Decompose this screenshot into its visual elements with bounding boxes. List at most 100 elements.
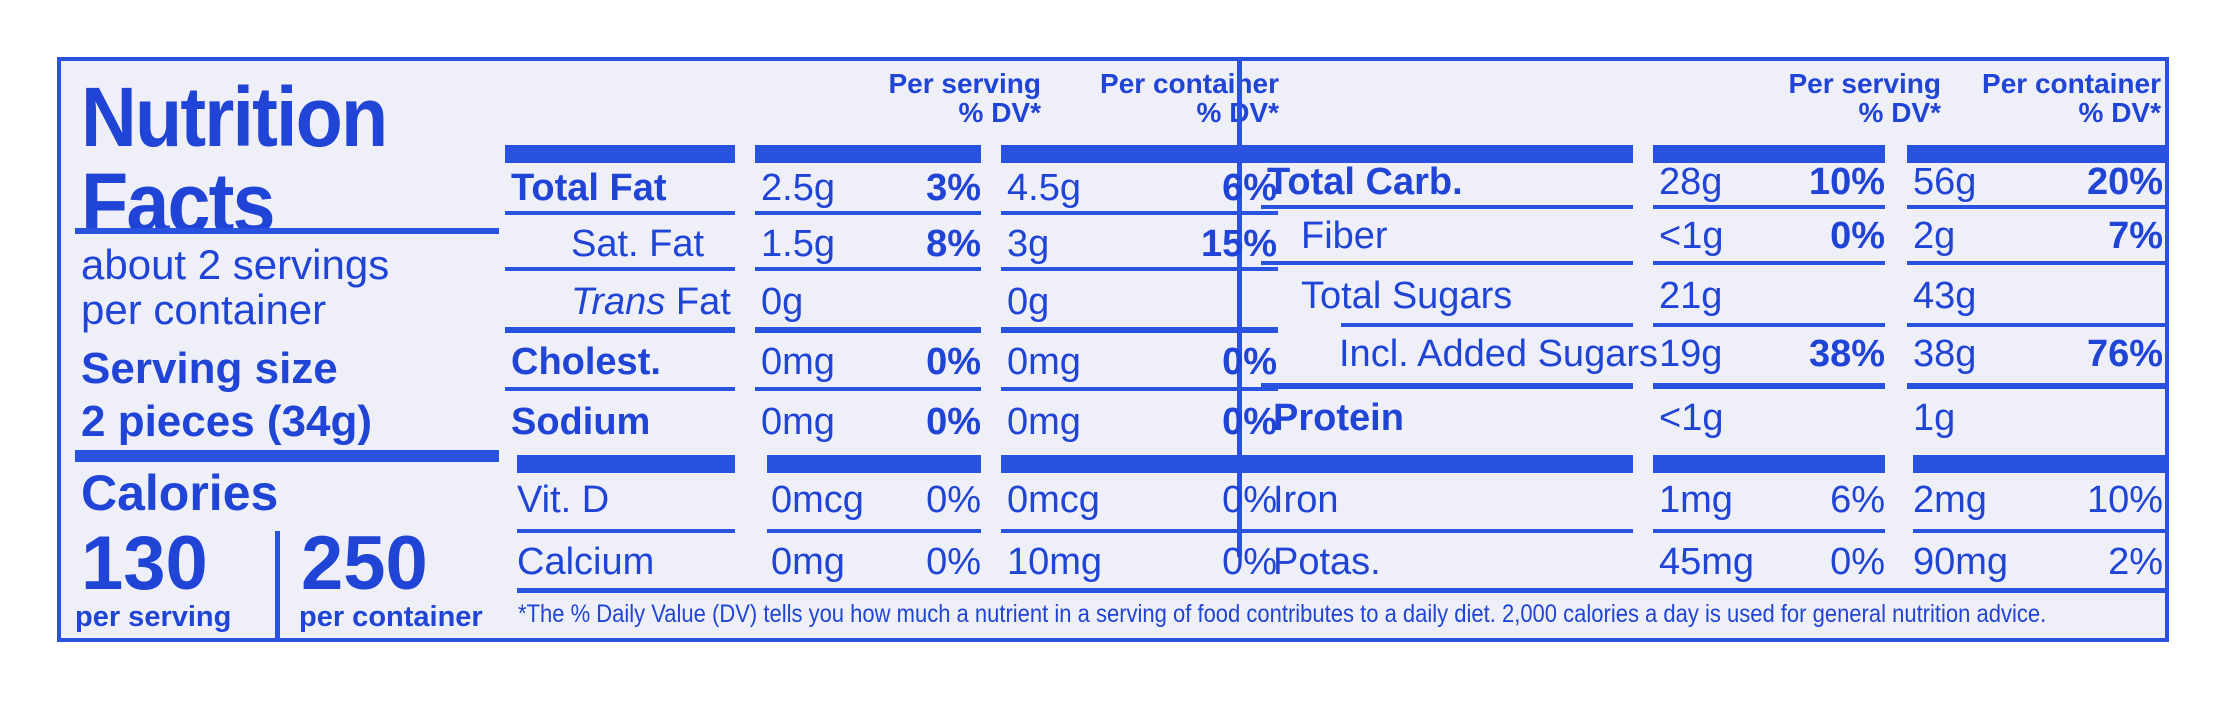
divider	[1269, 455, 1633, 473]
nutrient-cholesterol: Cholest.	[511, 341, 661, 383]
divider	[75, 228, 499, 234]
calories-per-serving: 130	[81, 521, 208, 606]
divider	[1001, 387, 1278, 391]
vitamin-d-container-amount: 0mcg	[1007, 479, 1100, 521]
protein-container-amount: 1g	[1913, 397, 1956, 439]
sat-fat-container-dv: 15%	[1200, 223, 1277, 265]
potassium-serving-dv: 0%	[1830, 541, 1885, 583]
cholesterol-serving-amount: 0mg	[761, 341, 835, 383]
sat-fat-serving-dv: 8%	[926, 223, 981, 265]
divider	[767, 529, 981, 533]
nutrient-fiber: Fiber	[1301, 215, 1388, 257]
servings-line2: per container	[81, 286, 327, 333]
divider	[505, 327, 735, 333]
servings-line1: about 2 servings	[81, 241, 390, 288]
protein-serving-amount: <1g	[1659, 397, 1724, 439]
divider	[755, 211, 981, 215]
divider	[1261, 383, 1633, 389]
divider	[1907, 145, 2165, 163]
calories-per-container: 250	[301, 521, 428, 606]
iron-container-amount: 2mg	[1913, 479, 1987, 521]
nutrient-total-fat: Total Fat	[511, 167, 667, 209]
total-carb-serving-amount: 28g	[1659, 161, 1723, 203]
divider	[1001, 211, 1278, 215]
serving-size-label: Serving size	[81, 344, 338, 393]
iron-container-dv: 10%	[2086, 479, 2163, 521]
nutrient-sodium: Sodium	[511, 401, 651, 443]
divider	[1653, 323, 1885, 327]
added-sugars-container-amount: 38g	[1913, 333, 1977, 375]
divider	[1001, 267, 1278, 271]
nutrient-sat-fat: Sat. Fat	[571, 223, 705, 265]
calcium-serving-amount: 0mg	[771, 541, 845, 583]
divider	[755, 145, 981, 163]
total-fat-container-dv: 6%	[1222, 167, 1277, 209]
nutrient-total-sugars: Total Sugars	[1301, 275, 1513, 317]
divider	[1913, 529, 2165, 533]
divider	[1653, 529, 1885, 533]
title-nutrition: Nutrition	[81, 70, 388, 164]
divider	[1907, 205, 2165, 209]
divider	[755, 327, 981, 333]
divider	[1269, 529, 1633, 533]
total-fat-serving-amount: 2.5g	[761, 167, 835, 209]
vitamin-d-container-dv: 0%	[1222, 479, 1277, 521]
potassium-container-dv: 2%	[2108, 541, 2163, 583]
potassium-container-amount: 90mg	[1913, 541, 2009, 583]
header-per-serving-left: Per serving% DV*	[888, 68, 1041, 129]
divider	[755, 267, 981, 271]
nutrient-iron: Iron	[1273, 479, 1339, 521]
divider	[517, 529, 735, 533]
nutrient-protein: Protein	[1273, 397, 1404, 439]
calcium-serving-dv: 0%	[926, 541, 981, 583]
total-sugars-serving-amount: 21g	[1659, 275, 1723, 317]
total-fat-serving-dv: 3%	[926, 167, 981, 209]
sodium-container-amount: 0mg	[1007, 401, 1081, 443]
added-sugars-container-dv: 76%	[2086, 333, 2163, 375]
iron-serving-amount: 1mg	[1659, 479, 1733, 521]
cholesterol-container-dv: 0%	[1222, 341, 1277, 383]
divider	[755, 387, 981, 391]
vitamin-d-serving-dv: 0%	[926, 479, 981, 521]
total-carb-container-dv: 20%	[2086, 161, 2163, 203]
nutrient-total-carb: Total Carb.	[1267, 161, 1463, 203]
total-fat-container-amount: 4.5g	[1007, 167, 1081, 209]
iron-serving-dv: 6%	[1830, 479, 1885, 521]
total-carb-serving-dv: 10%	[1808, 161, 1885, 203]
divider	[517, 455, 735, 473]
added-sugars-serving-amount: 19g	[1659, 333, 1723, 375]
sat-fat-container-amount: 3g	[1007, 223, 1050, 265]
divider	[1907, 261, 2165, 265]
cholesterol-serving-dv: 0%	[926, 341, 981, 383]
divider	[1341, 323, 1633, 327]
divider	[275, 531, 280, 641]
serving-size-value: 2 pieces (34g)	[81, 397, 373, 446]
divider	[505, 211, 735, 215]
divider	[1653, 145, 1885, 163]
divider	[505, 387, 735, 391]
calories-label: Calories	[81, 465, 279, 521]
nutrient-vitamin-d: Vit. D	[517, 479, 610, 521]
divider	[1001, 327, 1278, 333]
nutrient-added-sugars: Incl. Added Sugars	[1339, 333, 1658, 375]
calories-per-serving-label: per serving	[75, 601, 232, 633]
nutrient-potassium: Potas.	[1273, 541, 1381, 583]
divider	[767, 455, 981, 473]
fiber-serving-amount: <1g	[1659, 215, 1724, 257]
divider	[1001, 455, 1278, 473]
divider	[1261, 145, 1633, 163]
nutrient-trans-fat: Trans Fat	[571, 281, 731, 323]
divider	[1907, 323, 2165, 327]
added-sugars-serving-dv: 38%	[1808, 333, 1885, 375]
sodium-serving-dv: 0%	[926, 401, 981, 443]
sodium-container-dv: 0%	[1222, 401, 1277, 443]
footnote: *The % Daily Value (DV) tells you how mu…	[518, 600, 2047, 628]
fiber-container-dv: 7%	[2108, 215, 2163, 257]
trans-fat-container-amount: 0g	[1007, 281, 1050, 323]
vitamin-d-serving-amount: 0mcg	[771, 479, 864, 521]
calcium-container-dv: 0%	[1222, 541, 1277, 583]
divider	[1653, 383, 1885, 389]
nutrient-calcium: Calcium	[517, 541, 655, 583]
divider	[1907, 383, 2165, 389]
divider	[1237, 61, 1242, 557]
